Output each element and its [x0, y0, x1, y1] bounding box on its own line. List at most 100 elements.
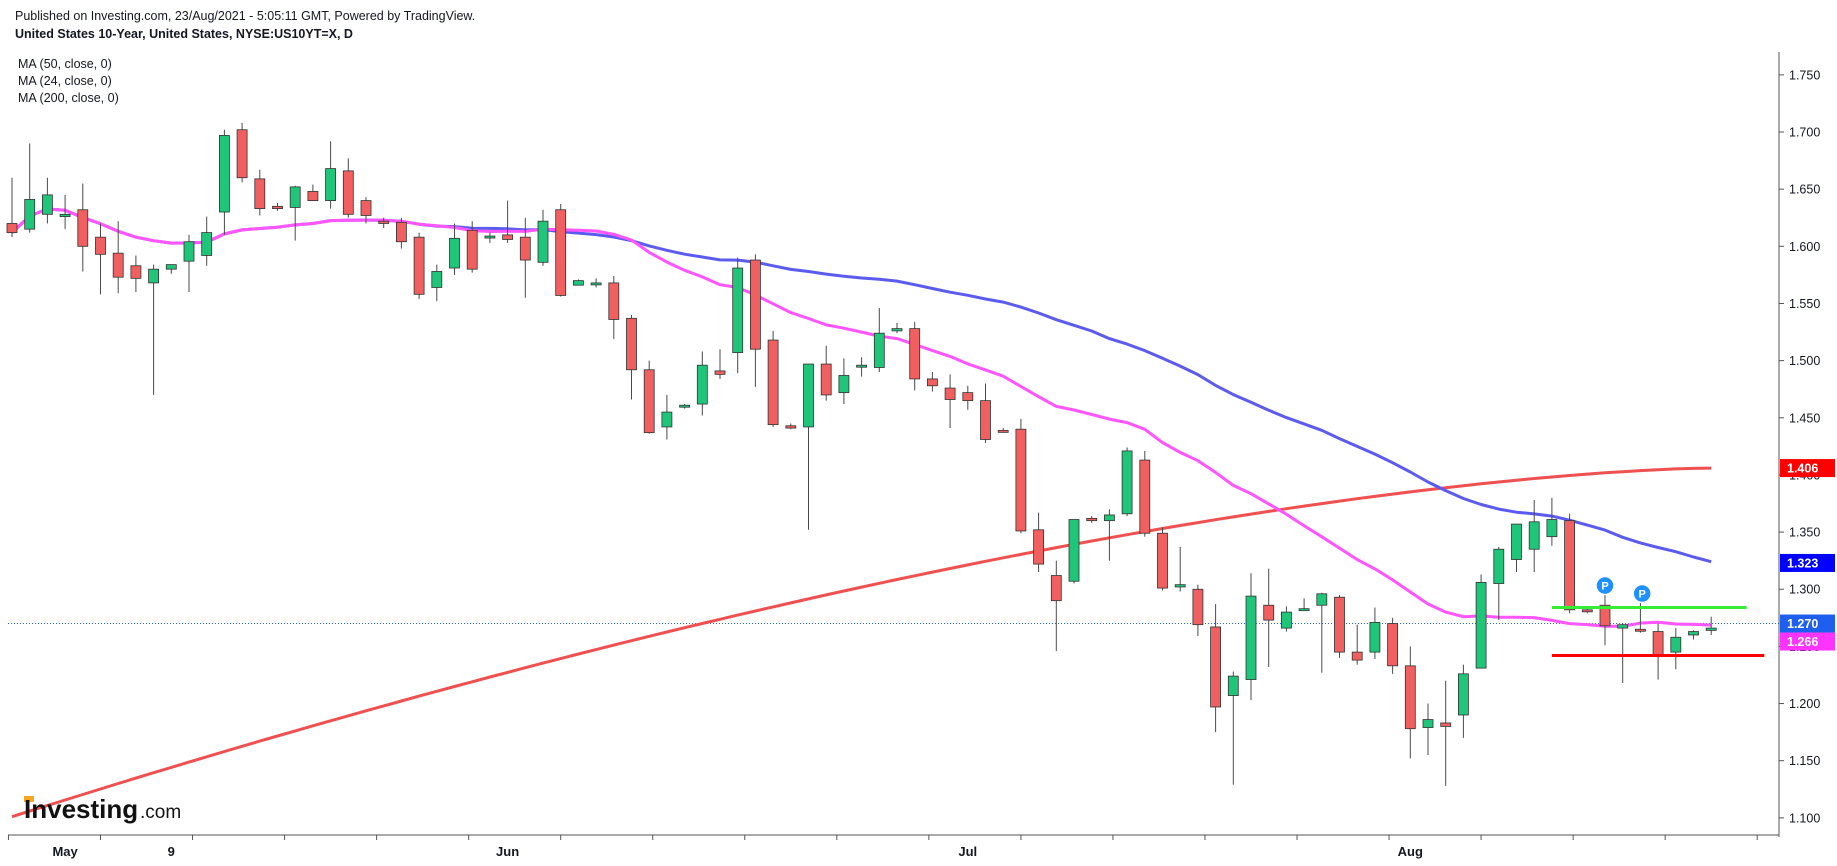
candle-up — [856, 357, 867, 377]
candle-up — [1670, 628, 1682, 670]
y-tick-label: 1.300 — [1789, 583, 1820, 597]
candle-up — [679, 404, 690, 409]
axes: 1.1001.1501.2001.2501.3001.3501.4001.450… — [7, 68, 1835, 859]
candle-down — [1033, 512, 1044, 573]
logo-suffix: .com — [140, 802, 181, 823]
candle-down — [750, 254, 761, 387]
candle-body — [1705, 627, 1717, 631]
price-badge-bg — [1780, 459, 1835, 478]
legend-item-ma200[interactable]: MA (200, close, 0) — [18, 91, 119, 105]
candle-up — [1458, 664, 1469, 738]
candle-body — [803, 363, 814, 428]
candle-up — [573, 279, 584, 286]
candle-up — [891, 322, 903, 334]
legend-item-ma50[interactable]: MA (50, close, 0) — [18, 57, 112, 71]
candle-body — [767, 339, 779, 426]
candle-body — [1104, 514, 1115, 522]
candle-up — [289, 185, 301, 241]
pin-marker[interactable]: P — [1632, 583, 1652, 604]
candle-down — [1440, 680, 1452, 786]
price-badge: 1.406 — [1780, 459, 1835, 478]
candle-down — [1387, 617, 1398, 674]
candle-up — [42, 177, 53, 224]
candle-body — [1528, 521, 1540, 550]
candle-body — [785, 425, 797, 429]
candle-body — [342, 170, 354, 215]
indicator-legend: MA (50, close, 0) MA (24, close, 0) MA (… — [18, 56, 119, 107]
candle-body — [1458, 673, 1469, 716]
candle-down — [130, 255, 142, 293]
candle-body — [679, 404, 690, 408]
candle-down — [466, 221, 478, 273]
y-tick-label: 1.750 — [1789, 68, 1820, 82]
candle-body — [608, 282, 620, 320]
x-tick-label: May — [52, 844, 78, 859]
candle-down — [307, 184, 319, 201]
candle-up — [873, 308, 885, 373]
candle-body — [183, 241, 195, 262]
pin-marker[interactable]: P — [1595, 575, 1615, 596]
candle-body — [1670, 636, 1682, 653]
legend-item-ma24[interactable]: MA (24, close, 0) — [18, 74, 112, 88]
price-badge-bg — [1780, 632, 1835, 651]
price-badge-label: 1.270 — [1787, 617, 1818, 631]
candle-body — [1546, 519, 1558, 538]
candle-body — [696, 364, 708, 405]
candle-body — [484, 235, 496, 239]
candle-down — [608, 276, 620, 339]
candle-body — [944, 387, 956, 400]
candle-up — [165, 264, 177, 274]
horizontal-levels[interactable]: PP — [1551, 575, 1765, 658]
candle-body — [112, 252, 124, 278]
candle-down — [714, 349, 726, 379]
candle-up — [1705, 616, 1717, 635]
y-tick-label: 1.650 — [1789, 183, 1820, 197]
candle-body — [378, 220, 390, 224]
candle-down — [555, 204, 567, 297]
candle-down — [342, 158, 354, 218]
candle-up — [325, 141, 337, 209]
candle-body — [997, 429, 1009, 433]
pin-label: P — [1638, 589, 1645, 601]
price-badge: 1.266 — [1780, 632, 1835, 651]
candle-down — [1652, 623, 1664, 680]
candle-up — [484, 232, 496, 243]
candle-body — [325, 168, 337, 201]
candle-body — [643, 369, 655, 434]
candle-down — [643, 360, 655, 434]
pin-icon — [1595, 575, 1615, 596]
candle-down — [272, 202, 283, 211]
candle-body — [750, 259, 761, 350]
candle-body — [927, 378, 938, 387]
candle-body — [519, 236, 531, 261]
x-tick-label: Aug — [1398, 844, 1423, 859]
symbol-title: United States 10-Year, United States, NY… — [15, 27, 353, 41]
candle-body — [909, 328, 921, 380]
candle-down — [997, 428, 1009, 433]
candle-down — [413, 232, 425, 299]
candle-down — [944, 374, 956, 429]
candle-body — [838, 375, 850, 394]
pin-icon — [1632, 583, 1652, 604]
candle-up — [838, 358, 850, 405]
candle-up — [1546, 497, 1558, 546]
candle-body — [360, 200, 372, 216]
candle-body — [661, 411, 673, 428]
ma24-line — [10, 207, 1712, 628]
candle-body — [1493, 548, 1505, 584]
y-tick-label: 1.700 — [1789, 126, 1820, 140]
y-tick-label: 1.100 — [1789, 811, 1820, 825]
y-tick-label: 1.550 — [1789, 297, 1820, 311]
candle-body — [148, 268, 160, 284]
candle-body — [1192, 588, 1204, 626]
candle-body — [1422, 719, 1434, 728]
candle-up — [183, 234, 195, 293]
candle-body — [1316, 593, 1328, 606]
candle-down — [254, 169, 266, 216]
candle-down — [378, 217, 390, 229]
candle-up — [1068, 519, 1080, 584]
candle-body — [1334, 596, 1345, 653]
candle-body — [555, 209, 567, 296]
candle-up — [1245, 573, 1257, 701]
